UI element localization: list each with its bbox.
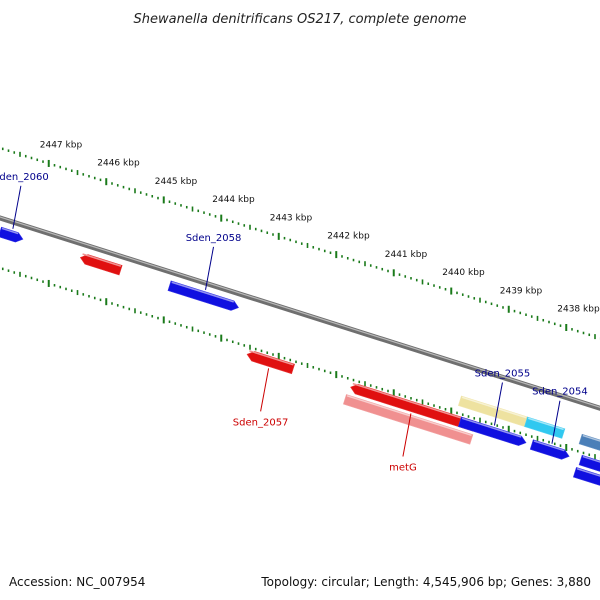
tick-label-2447: 2447 kbp bbox=[40, 140, 83, 150]
tick-label-2440: 2440 kbp bbox=[442, 268, 485, 278]
accession-text: Accession: NC_007954 bbox=[9, 575, 145, 589]
gene-feature-12 bbox=[578, 454, 600, 472]
label-leader-sden-2057 bbox=[260, 368, 270, 412]
gene-sden-2055 bbox=[457, 416, 527, 446]
gene-label-sden-2055: Sden_2055 bbox=[475, 368, 531, 379]
gene-highlight-sden-2060 bbox=[1, 227, 19, 235]
tick-label-2445: 2445 kbp bbox=[155, 177, 198, 187]
gene-shape-feature-13 bbox=[572, 467, 600, 486]
gene-highlight-sden-2054 bbox=[533, 440, 565, 452]
gene-feature-5 bbox=[342, 394, 474, 445]
gene-highlight-metg bbox=[352, 382, 475, 423]
tick-label-2443: 2443 kbp bbox=[270, 213, 313, 223]
tick-label-2446: 2446 kbp bbox=[97, 159, 140, 169]
gene-sden-2054 bbox=[529, 439, 570, 460]
tick-label-2442: 2442 kbp bbox=[327, 232, 370, 242]
gene-highlight-feature-8 bbox=[527, 417, 564, 431]
genome-summary-text: Topology: circular; Length: 4,545,906 bp… bbox=[260, 575, 591, 589]
tick-label-2438: 2438 kbp bbox=[557, 305, 600, 315]
gene-feature-8 bbox=[524, 416, 566, 439]
gene-label-sden-2058: Sden_2058 bbox=[186, 233, 242, 244]
gene-highlight-feature-1 bbox=[82, 253, 122, 267]
gene-label-sden-2060: Sden_2060 bbox=[0, 172, 49, 183]
gene-sden-2057 bbox=[246, 350, 296, 375]
gene-highlight-feature-10 bbox=[582, 434, 600, 442]
map-title: Shewanella denitrificans OS217, complete… bbox=[134, 12, 467, 27]
gene-shape-feature-10 bbox=[578, 433, 600, 451]
gene-feature-10 bbox=[578, 433, 600, 451]
gene-feature-1 bbox=[79, 253, 123, 276]
gene-label-sden-2054: Sden_2054 bbox=[532, 387, 588, 398]
gene-highlight-feature-13 bbox=[576, 468, 600, 477]
tick-label-2444: 2444 kbp bbox=[212, 195, 255, 205]
gene-highlight-sden-2058 bbox=[171, 281, 234, 303]
gene-shape-sden-2054 bbox=[529, 439, 570, 460]
label-leader-sden-2060 bbox=[12, 185, 22, 229]
label-leader-sden-2055 bbox=[493, 382, 503, 426]
gene-layer bbox=[0, 226, 600, 486]
gene-shape-sden-2058 bbox=[167, 280, 239, 311]
backbone-layer bbox=[0, 215, 600, 411]
gene-label-sden-2057: Sden_2057 bbox=[233, 417, 289, 428]
gene-shape-sden-2055 bbox=[457, 416, 527, 446]
label-layer: Sden_2060 Sden_2058 Sden_2057 metG Sden_2055… bbox=[0, 172, 588, 474]
gene-highlight-feature-6 bbox=[461, 396, 527, 419]
gene-label-metg: metG bbox=[389, 463, 417, 474]
tick-layer: 2447 kbp 2446 kbp 2445 kbp 2444 kbp 2443 kbp… bbox=[1, 140, 600, 460]
gene-highlight-feature-5 bbox=[346, 395, 472, 437]
gene-shape-sden-2060 bbox=[0, 226, 24, 243]
gene-highlight-sden-2057 bbox=[249, 350, 294, 366]
gene-highlight-feature-12 bbox=[582, 455, 600, 463]
gene-shape-feature-5 bbox=[342, 394, 474, 445]
gene-highlight-sden-2055 bbox=[461, 417, 522, 438]
tick-label-2439: 2439 kbp bbox=[500, 286, 543, 296]
gene-shape-feature-8 bbox=[524, 416, 566, 439]
gene-sden-2058 bbox=[167, 280, 239, 311]
genome-backbone-highlight bbox=[0, 216, 600, 408]
gene-shape-feature-12 bbox=[578, 454, 600, 472]
label-leader-sden-2054 bbox=[551, 400, 561, 444]
gene-feature-13 bbox=[572, 467, 600, 486]
gene-sden-2060 bbox=[0, 226, 24, 243]
tick-label-2441: 2441 kbp bbox=[385, 250, 428, 260]
label-leader-metg bbox=[402, 413, 412, 457]
genome-backbone bbox=[0, 215, 600, 411]
label-leader-sden-2058 bbox=[205, 246, 215, 290]
